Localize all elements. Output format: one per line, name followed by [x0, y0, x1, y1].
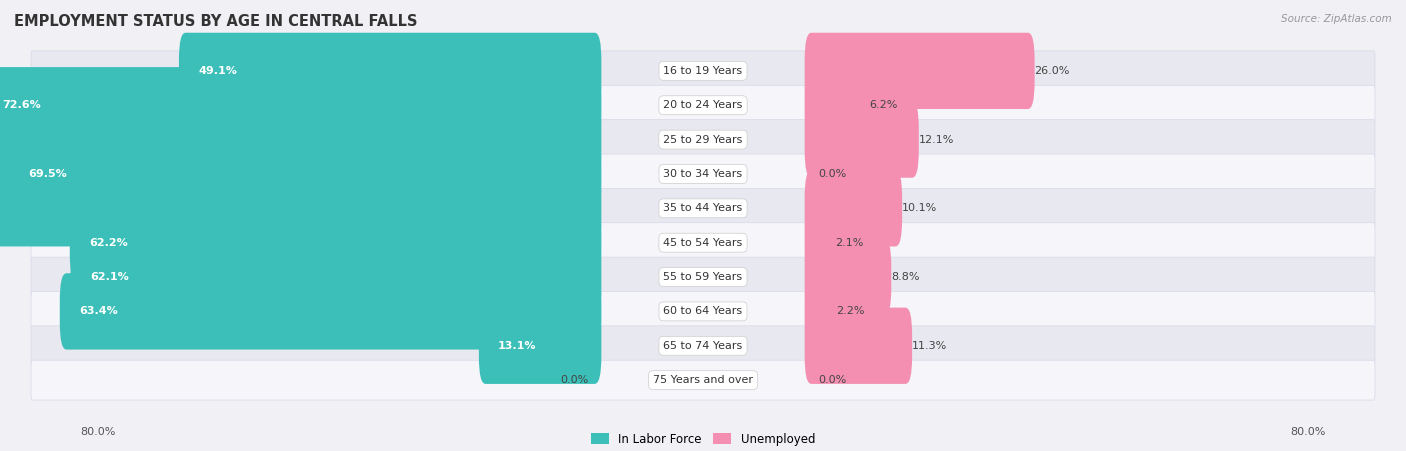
- Text: 6.2%: 6.2%: [870, 100, 898, 110]
- Text: 10.1%: 10.1%: [903, 203, 938, 213]
- FancyBboxPatch shape: [479, 308, 602, 384]
- FancyBboxPatch shape: [804, 170, 903, 246]
- FancyBboxPatch shape: [804, 273, 837, 350]
- FancyBboxPatch shape: [804, 67, 870, 143]
- Text: 80.0%: 80.0%: [1289, 428, 1326, 437]
- Text: 62.1%: 62.1%: [90, 272, 128, 282]
- FancyBboxPatch shape: [31, 360, 1375, 400]
- FancyBboxPatch shape: [31, 223, 1375, 262]
- Text: 60 to 64 Years: 60 to 64 Years: [664, 306, 742, 317]
- Text: 45 to 54 Years: 45 to 54 Years: [664, 238, 742, 248]
- FancyBboxPatch shape: [31, 85, 1375, 125]
- Text: Source: ZipAtlas.com: Source: ZipAtlas.com: [1281, 14, 1392, 23]
- Text: 20 to 24 Years: 20 to 24 Years: [664, 100, 742, 110]
- Text: 25 to 29 Years: 25 to 29 Years: [664, 134, 742, 145]
- FancyBboxPatch shape: [179, 33, 602, 109]
- FancyBboxPatch shape: [0, 67, 602, 143]
- Text: 55 to 59 Years: 55 to 59 Years: [664, 272, 742, 282]
- Text: 11.3%: 11.3%: [912, 341, 948, 351]
- FancyBboxPatch shape: [8, 136, 602, 212]
- Text: 2.2%: 2.2%: [837, 306, 865, 317]
- Text: 13.1%: 13.1%: [498, 341, 537, 351]
- Text: 12.1%: 12.1%: [918, 134, 955, 145]
- FancyBboxPatch shape: [0, 170, 602, 246]
- Text: 62.2%: 62.2%: [89, 238, 128, 248]
- Text: 26.0%: 26.0%: [1035, 66, 1070, 76]
- Text: 35 to 44 Years: 35 to 44 Years: [664, 203, 742, 213]
- FancyBboxPatch shape: [804, 205, 835, 281]
- Legend: In Labor Force, Unemployed: In Labor Force, Unemployed: [586, 428, 820, 451]
- Text: 69.5%: 69.5%: [28, 169, 67, 179]
- Text: 63.4%: 63.4%: [79, 306, 118, 317]
- FancyBboxPatch shape: [70, 205, 602, 281]
- FancyBboxPatch shape: [804, 101, 918, 178]
- Text: 0.0%: 0.0%: [818, 169, 846, 179]
- Text: 72.6%: 72.6%: [3, 100, 41, 110]
- FancyBboxPatch shape: [31, 154, 1375, 194]
- Text: EMPLOYMENT STATUS BY AGE IN CENTRAL FALLS: EMPLOYMENT STATUS BY AGE IN CENTRAL FALL…: [14, 14, 418, 28]
- Text: 8.8%: 8.8%: [891, 272, 920, 282]
- FancyBboxPatch shape: [31, 189, 1375, 228]
- Text: 0.0%: 0.0%: [560, 375, 588, 385]
- FancyBboxPatch shape: [0, 101, 602, 178]
- Text: 16 to 19 Years: 16 to 19 Years: [664, 66, 742, 76]
- FancyBboxPatch shape: [31, 51, 1375, 91]
- Text: 0.0%: 0.0%: [818, 375, 846, 385]
- Text: 49.1%: 49.1%: [198, 66, 238, 76]
- FancyBboxPatch shape: [70, 239, 602, 315]
- FancyBboxPatch shape: [804, 308, 912, 384]
- FancyBboxPatch shape: [804, 33, 1035, 109]
- FancyBboxPatch shape: [60, 273, 602, 350]
- Text: 65 to 74 Years: 65 to 74 Years: [664, 341, 742, 351]
- Text: 2.1%: 2.1%: [835, 238, 863, 248]
- FancyBboxPatch shape: [31, 120, 1375, 160]
- FancyBboxPatch shape: [31, 291, 1375, 331]
- Text: 75 Years and over: 75 Years and over: [652, 375, 754, 385]
- Text: 80.0%: 80.0%: [80, 428, 117, 437]
- FancyBboxPatch shape: [31, 257, 1375, 297]
- Text: 30 to 34 Years: 30 to 34 Years: [664, 169, 742, 179]
- FancyBboxPatch shape: [31, 326, 1375, 366]
- FancyBboxPatch shape: [804, 239, 891, 315]
